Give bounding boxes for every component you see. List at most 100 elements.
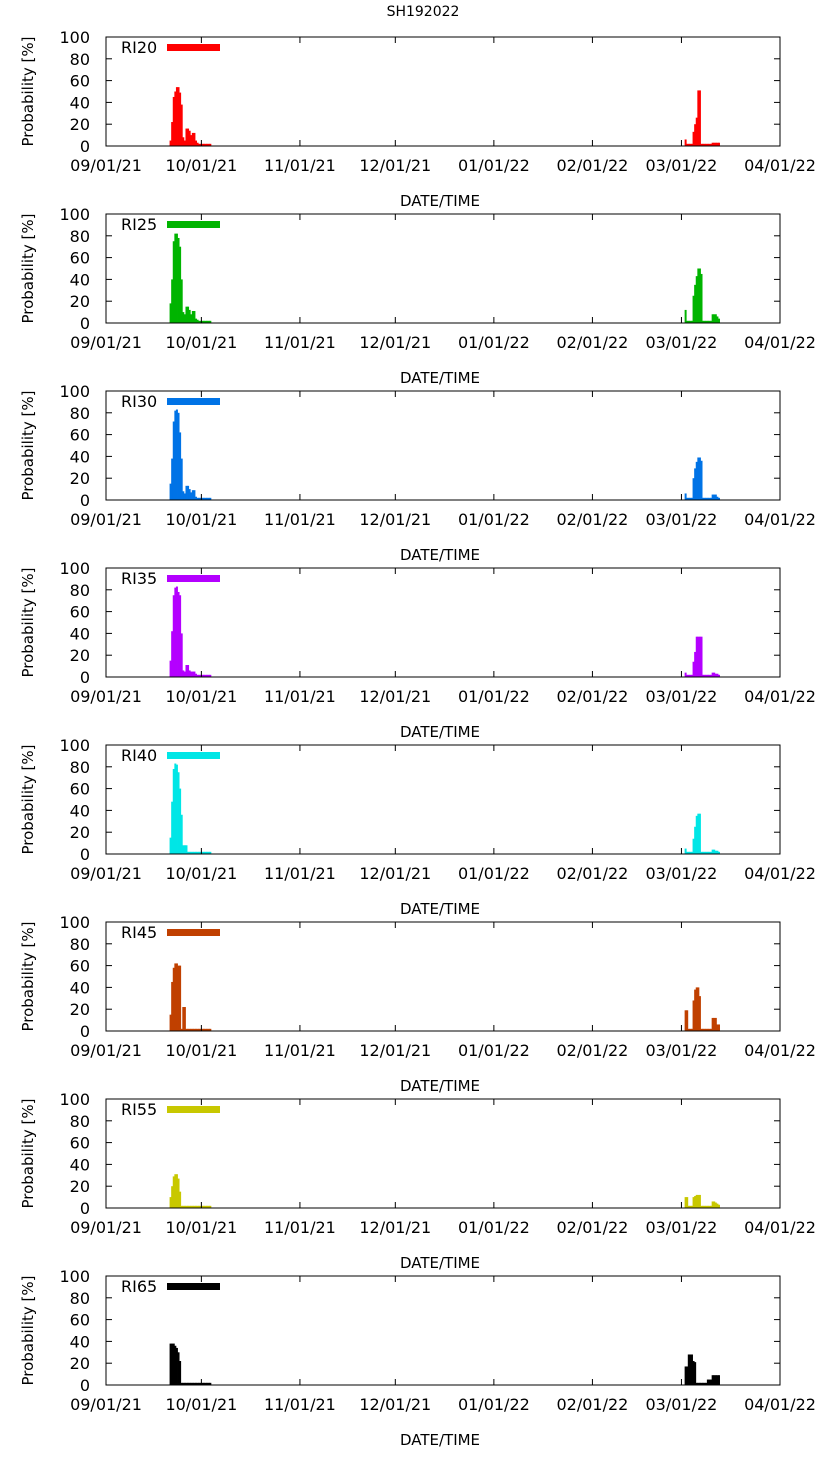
bar-mark [686, 1010, 689, 1031]
x-tick-label: 04/01/22 [744, 156, 816, 175]
legend-label: RI45 [121, 923, 157, 942]
y-tick-label: 20 [70, 1177, 90, 1196]
bar-mark [686, 1366, 689, 1385]
bar-mark [690, 143, 693, 146]
bar-mark [703, 143, 706, 146]
legend-label: RI55 [121, 1100, 157, 1119]
bar-mark [692, 478, 695, 500]
bar-mark [694, 989, 697, 1031]
bar-mark [191, 1205, 194, 1208]
bar-mark [175, 963, 178, 1031]
bar-mark [195, 673, 198, 677]
y-tick-label: 100 [59, 736, 90, 755]
bar-mark [190, 314, 193, 323]
x-tick-label: 10/01/21 [165, 1218, 237, 1237]
bar-mark [193, 132, 196, 146]
bar-mark [689, 674, 692, 677]
bar-mark [206, 1382, 209, 1385]
bar-mark [713, 314, 716, 323]
bar-mark [171, 631, 174, 677]
bar-mark [190, 851, 193, 854]
bar-mark [695, 117, 698, 146]
bar-mark [183, 1007, 186, 1031]
bar-mark [180, 633, 183, 677]
bar-mark [177, 237, 180, 323]
bar-mark [207, 674, 210, 677]
bar-mark [703, 674, 706, 677]
y-axis-label: Probability [%] [19, 921, 37, 1031]
bar-mark [202, 851, 205, 854]
plot-frame [105, 36, 781, 147]
y-tick-label: 80 [70, 404, 90, 423]
bar-mark [687, 320, 690, 323]
x-axis-label: DATE/TIME [400, 1254, 480, 1272]
bar-mark [697, 268, 700, 323]
bar-mark [179, 92, 182, 146]
x-tick-label: 03/01/22 [646, 510, 718, 529]
bar-mark [174, 91, 177, 146]
bar-mark [687, 674, 690, 677]
bar-mark [705, 1205, 708, 1208]
y-tick-label: 100 [59, 1267, 90, 1286]
x-tick-label: 03/01/22 [646, 864, 718, 883]
y-tick-label: 80 [70, 1112, 90, 1131]
bar-mark [207, 143, 210, 146]
bar-mark [718, 497, 720, 500]
bar-mark [708, 1379, 711, 1385]
bar-mark [172, 1343, 175, 1385]
bar-mark [175, 586, 178, 677]
x-tick-label: 01/01/22 [458, 864, 530, 883]
y-tick-label: 20 [70, 469, 90, 488]
panel-ri65: 0 20 40 60 80 100 09/01/21 10/01/21 11/01/21 12/0… [19, 1267, 816, 1449]
bar-mark [174, 963, 177, 1031]
legend-swatch [167, 221, 220, 228]
bar-mark [695, 1194, 698, 1208]
x-tick-label: 11/01/21 [264, 1395, 336, 1414]
bar-mark [703, 497, 706, 500]
y-tick-label: 60 [70, 957, 90, 976]
bar-mark [686, 143, 689, 146]
bar-mark [180, 1205, 183, 1208]
bar-mark [698, 268, 701, 323]
bar-mark [702, 674, 705, 677]
x-tick-label: 09/01/21 [70, 510, 142, 529]
bar-mark [172, 595, 175, 677]
bar-mark [708, 497, 711, 500]
bar-mark [718, 1375, 720, 1385]
y-tick-label: 20 [70, 646, 90, 665]
y-axis-label: Probability [%] [19, 1098, 37, 1208]
bar-mark [684, 1366, 687, 1385]
bar-mark [174, 410, 177, 500]
y-tick-label: 40 [70, 624, 90, 643]
bar-mark [708, 1205, 711, 1208]
bar-mark [204, 143, 207, 146]
bar-mark [172, 768, 175, 854]
bar-mark [171, 981, 174, 1031]
x-tick-label: 03/01/22 [646, 1041, 718, 1060]
bar-mark [689, 497, 692, 500]
bar-mark [180, 104, 183, 146]
bar-mark [179, 1361, 182, 1385]
bar-mark [198, 143, 201, 146]
bar-mark [700, 143, 703, 146]
bar-mark [708, 851, 711, 854]
bar-mark [183, 845, 186, 854]
bar-mark [174, 763, 177, 854]
bar-mark [190, 671, 193, 677]
bar-mark [185, 306, 188, 323]
bar-mark [195, 851, 198, 854]
y-tick-label: 40 [70, 978, 90, 997]
bar-mark [196, 851, 199, 854]
bar-mark [690, 851, 693, 854]
bar-mark [692, 1361, 695, 1385]
bar-mark [180, 814, 183, 854]
bar-mark [172, 1176, 175, 1208]
bar-mark [700, 273, 703, 323]
bar-mark [171, 458, 174, 500]
y-tick-label: 60 [70, 603, 90, 622]
bar-mark [187, 1028, 190, 1031]
bar-mark [713, 672, 716, 677]
bar-mark [684, 139, 687, 146]
x-tick-label: 04/01/22 [744, 1218, 816, 1237]
bar-mark [706, 1205, 709, 1208]
